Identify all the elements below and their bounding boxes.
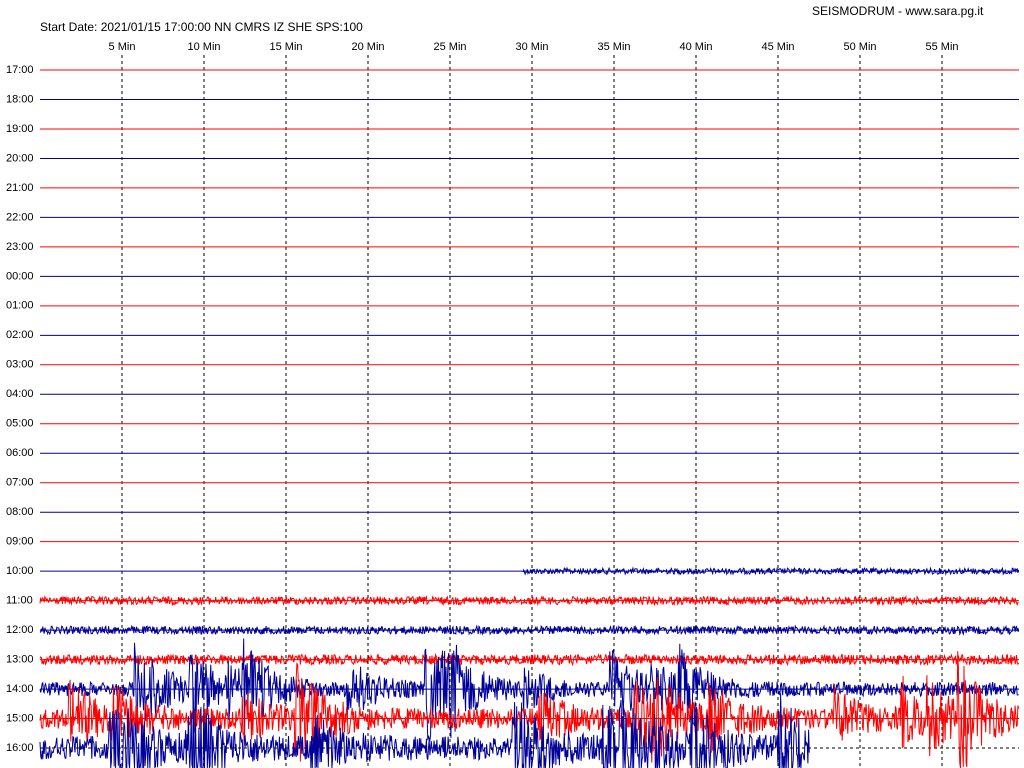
hour-label: 17:00	[6, 64, 34, 76]
hour-label: 13:00	[6, 654, 34, 666]
hour-label: 22:00	[6, 211, 34, 223]
hour-label: 16:00	[6, 742, 34, 754]
minute-label: 30 Min	[515, 41, 548, 53]
seismic-trace	[39, 624, 1020, 636]
hour-label: 02:00	[6, 329, 34, 341]
minute-label: 15 Min	[269, 41, 302, 53]
seismic-trace	[39, 638, 1019, 743]
hour-label: 04:00	[6, 388, 34, 400]
site-label: SEISMODRUM - www.sara.pg.it	[812, 4, 984, 18]
hour-label: 23:00	[6, 241, 34, 253]
seismic-trace	[39, 687, 810, 768]
hour-label: 14:00	[6, 683, 34, 695]
hour-label: 11:00	[6, 595, 33, 607]
hour-label: 01:00	[6, 300, 34, 312]
hour-label: 03:00	[6, 359, 34, 371]
minute-label: 45 Min	[761, 41, 794, 53]
hour-label: 18:00	[6, 93, 34, 105]
start-label: Start Date: 2021/01/15 17:00:00 NN CMRS …	[40, 20, 363, 34]
hour-label: 19:00	[6, 123, 34, 135]
minute-label: 50 Min	[843, 41, 876, 53]
hour-label: 06:00	[6, 447, 34, 459]
minute-label: 35 Min	[597, 41, 630, 53]
hour-label: 09:00	[6, 536, 34, 548]
seismic-trace	[522, 566, 1020, 576]
seismic-trace	[39, 651, 1020, 768]
minute-label: 20 Min	[351, 41, 384, 53]
hour-label: 12:00	[6, 624, 34, 636]
hour-label: 07:00	[6, 477, 34, 489]
minute-label: 5 Min	[109, 41, 136, 53]
hour-label: 00:00	[6, 270, 34, 282]
hour-label: 05:00	[6, 418, 34, 430]
minute-label: 25 Min	[433, 41, 466, 53]
hour-label: 20:00	[6, 152, 34, 164]
minute-label: 55 Min	[925, 41, 958, 53]
minute-label: 40 Min	[679, 41, 712, 53]
hour-label: 08:00	[6, 506, 34, 518]
traces	[39, 566, 1020, 768]
seismic-trace	[39, 594, 1019, 607]
hour-label: 15:00	[6, 712, 34, 724]
hour-label: 21:00	[6, 182, 34, 194]
hour-label: 10:00	[6, 565, 34, 577]
minute-label: 10 Min	[187, 41, 220, 53]
